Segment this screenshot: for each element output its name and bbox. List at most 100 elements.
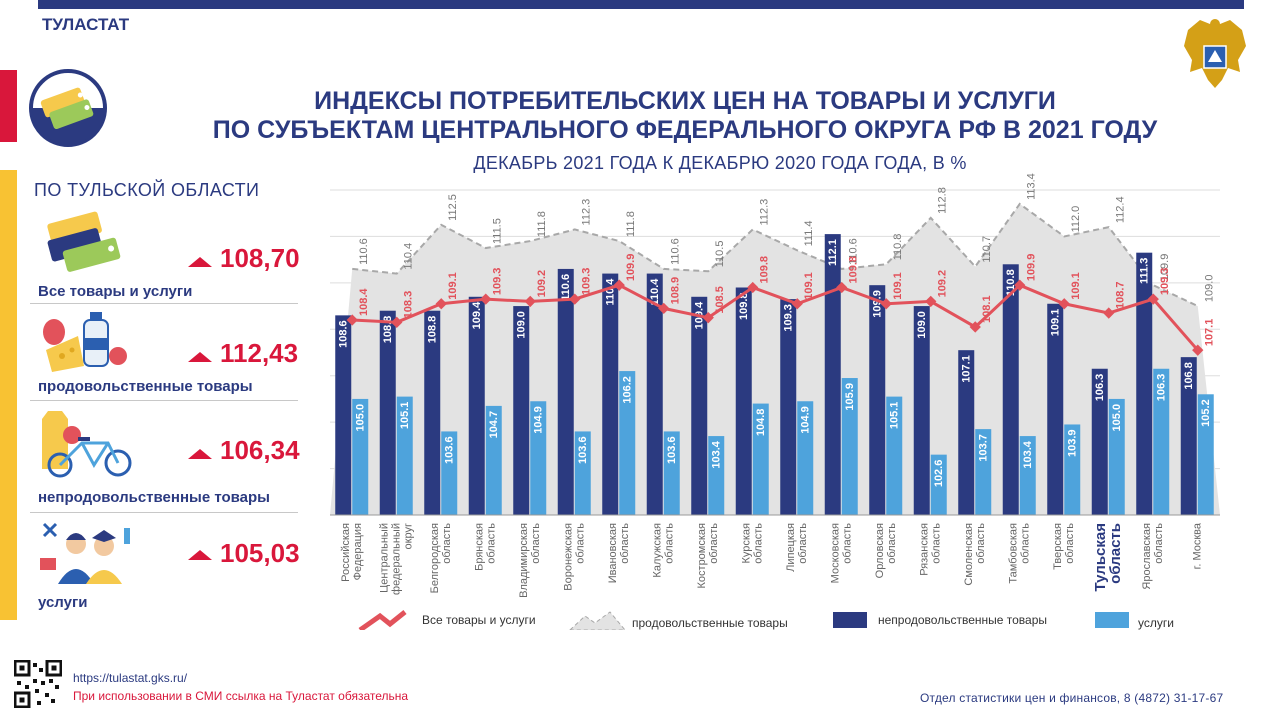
category-label: Центральный — [379, 523, 391, 593]
region-stat-services: 105,03 услуги — [30, 518, 300, 618]
all-goods-value-label: 109.3 — [1159, 268, 1171, 296]
all-goods-value-label: 109.1 — [1070, 272, 1082, 300]
nonfood-bar — [869, 285, 886, 515]
website-link[interactable]: https://tulastat.gks.ru/ — [73, 671, 188, 685]
services-bar — [1108, 398, 1125, 515]
food-value-label: 112.3 — [581, 199, 593, 226]
category-label: область — [931, 523, 943, 564]
services-bar — [752, 403, 769, 515]
all-goods-point — [791, 298, 803, 310]
legend-area-icon — [569, 611, 626, 630]
nonfood-bar — [379, 310, 396, 515]
all-goods-value-label: 109.8 — [848, 256, 860, 284]
category-label: область — [1153, 523, 1165, 564]
nonfood-value-label: 109.1 — [1050, 309, 1062, 337]
food-value-label: 112.4 — [1115, 196, 1127, 223]
nonfood-value-label: 106.8 — [1183, 362, 1195, 390]
food-value-label: 111.5 — [492, 218, 504, 244]
category-label: область — [797, 523, 809, 564]
all-goods-value-label: 108.9 — [670, 277, 682, 305]
price-tags-logo-icon — [29, 69, 107, 147]
category-label: область — [1107, 523, 1124, 584]
divider — [30, 400, 298, 401]
nonfood-bar — [1047, 303, 1064, 515]
region-stat-label: Все товары и услуги — [38, 283, 193, 300]
category-label: Костромская — [696, 523, 708, 589]
all-goods-point — [658, 302, 670, 315]
legend-services-swatch — [1095, 612, 1129, 628]
chart-subtitle: ДЕКАБРЬ 2021 ГОДА К ДЕКАБРЮ 2020 ГОДА ГО… — [473, 153, 967, 173]
nonfood-value-label: 106.3 — [1094, 374, 1106, 402]
increase-arrow-icon — [188, 257, 212, 267]
legend-label-food: продовольственные товары — [632, 616, 788, 630]
brand-name: ТУЛАСТАТ — [42, 15, 130, 34]
category-label: Тверская — [1052, 523, 1064, 570]
nonfood-bar — [691, 296, 708, 515]
food-value-label: 112.8 — [937, 187, 949, 214]
region-stat-value: 105,03 — [220, 538, 300, 568]
all-goods-value-label: 108.4 — [358, 288, 370, 316]
all-goods-value-label: 109.8 — [759, 256, 771, 284]
services-value-label: 105.2 — [1200, 399, 1212, 427]
services-value-label: 105.1 — [889, 402, 901, 430]
category-label: область — [975, 523, 987, 564]
category-label: область — [842, 523, 854, 564]
title-line-1: ИНДЕКСЫ ПОТРЕБИТЕЛЬСКИХ ЦЕН НА ТОВАРЫ И … — [314, 87, 1056, 115]
legend-line-icon — [358, 610, 407, 630]
all-goods-point — [702, 312, 714, 324]
services-people-icon — [40, 522, 130, 584]
nonfood-bar — [1091, 368, 1108, 515]
legend-label-services: услуги — [1138, 616, 1174, 630]
region-stat-label: непродовольственные товары — [38, 489, 270, 506]
category-label: Российская — [340, 523, 352, 582]
services-value-label: 103.9 — [1067, 429, 1079, 457]
services-bar — [1153, 368, 1170, 515]
all-goods-point — [1147, 293, 1159, 305]
all-goods-value-label: 109.9 — [625, 254, 637, 282]
media-notice: При использовании в СМИ ссылка на Туласт… — [73, 689, 409, 703]
food-value-label: 109.0 — [1204, 275, 1216, 303]
category-label: область — [753, 523, 765, 564]
all-goods-value-label: 107.1 — [1204, 319, 1216, 347]
category-label: Ярославская — [1141, 523, 1153, 590]
services-value-label: 103.7 — [978, 434, 990, 462]
category-label: Курская — [741, 523, 753, 564]
category-label: Орловская — [874, 523, 886, 578]
category-label: Тульская — [1092, 523, 1109, 591]
nonfood-bar — [824, 234, 841, 515]
services-value-label: 103.4 — [711, 440, 723, 468]
nonfood-value-label: 110.4 — [649, 278, 661, 306]
services-value-label: 105.0 — [355, 404, 367, 432]
nonfood-value-label: 107.1 — [961, 355, 973, 383]
food-products-icon — [43, 312, 127, 372]
nonfood-bar — [735, 287, 752, 515]
services-value-label: 106.2 — [622, 376, 634, 404]
services-bar — [441, 431, 458, 515]
food-value-label: 110.6 — [358, 238, 370, 265]
services-bar — [396, 396, 413, 515]
region-stat-value: 106,34 — [220, 435, 300, 465]
nonfood-bar — [1180, 357, 1197, 515]
category-label: область — [441, 523, 453, 564]
category-label: Воронежская — [563, 523, 575, 591]
services-value-label: 105.9 — [844, 383, 856, 411]
category-label: Рязанская — [919, 523, 931, 576]
all-goods-point — [613, 279, 625, 291]
all-goods-point — [391, 316, 403, 328]
all-goods-point — [480, 293, 492, 305]
food-value-label: 112.3 — [759, 199, 771, 226]
all-goods-line — [352, 283, 1199, 352]
nonfood-value-label: 109.9 — [872, 290, 884, 318]
nonfood-value-label: 109.4 — [471, 301, 483, 329]
region-stat-food: 112,43 продовольственные товары — [30, 308, 300, 403]
services-value-label: 104.9 — [800, 406, 812, 434]
all-goods-point — [1058, 298, 1070, 310]
services-bar — [886, 396, 903, 515]
nonfood-value-label: 111.3 — [1139, 258, 1151, 284]
category-label: область — [708, 523, 720, 564]
all-goods-value-label: 109.9 — [1026, 254, 1038, 282]
nonfood-bar — [958, 350, 975, 515]
all-goods-value-label: 109.1 — [892, 272, 904, 300]
nonfood-value-label: 108.8 — [382, 316, 394, 344]
services-bar — [708, 436, 725, 515]
